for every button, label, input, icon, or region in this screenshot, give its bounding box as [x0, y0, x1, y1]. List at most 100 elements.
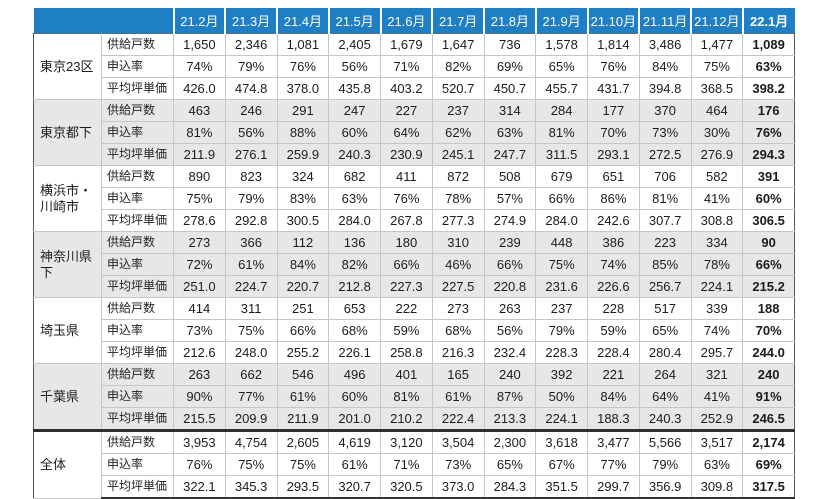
value-cell: 67% [535, 453, 588, 476]
value-cell: 222.4 [431, 407, 485, 431]
value-cell: 60% [328, 385, 381, 408]
column-header-21.9月: 21.9月 [534, 8, 588, 34]
value-cell: 63% [742, 55, 795, 78]
table-body: 東京23区 供給戸数 1,650 2,346 1,081 2,405 1,679 1,647 7… [33, 33, 795, 499]
metric-label: 申込率 [101, 453, 174, 476]
value-cell: 63% [690, 453, 744, 476]
value-cell: 294.3 [742, 143, 795, 166]
value-cell: 221 [587, 363, 640, 386]
value-cell: 215.2 [742, 275, 795, 298]
value-cell: 226.1 [328, 341, 381, 364]
metric-label: 平均坪単価 [101, 275, 174, 298]
value-cell: 3,618 [535, 429, 588, 454]
value-cell: 682 [328, 165, 381, 188]
value-cell: 5,566 [638, 429, 692, 454]
value-cell: 267.8 [380, 209, 433, 232]
value-cell: 276.9 [690, 143, 744, 166]
value-cell: 517 [638, 297, 692, 320]
value-cell: 188 [742, 297, 795, 320]
value-cell: 284 [535, 99, 588, 122]
value-cell: 653 [328, 297, 381, 320]
header-blank-cell [33, 8, 174, 34]
table-row: 平均坪単価 212.6 248.0 255.2 226.1 258.8 216.3 232.4… [34, 341, 795, 364]
value-cell: 210.2 [380, 407, 433, 431]
value-cell: 546 [276, 363, 330, 386]
value-cell: 85% [638, 253, 692, 276]
value-cell: 311.5 [535, 143, 588, 166]
value-cell: 2,405 [328, 33, 381, 56]
value-cell: 65% [483, 453, 537, 476]
value-cell: 1,679 [380, 33, 433, 56]
value-cell: 258.8 [380, 341, 433, 364]
value-cell: 463 [173, 99, 226, 122]
value-cell: 455.7 [535, 77, 588, 100]
metric-label: 供給戸数 [101, 33, 174, 56]
column-header-22.1月: 22.1月 [741, 8, 795, 34]
value-cell: 321 [690, 363, 744, 386]
value-cell: 244.0 [742, 341, 795, 364]
value-cell: 91% [742, 385, 795, 408]
value-cell: 293.1 [587, 143, 640, 166]
value-cell: 76% [587, 55, 640, 78]
value-cell: 30% [690, 121, 744, 144]
region-label: 埼玉県 [33, 297, 102, 364]
value-cell: 83% [276, 187, 330, 210]
value-cell: 251 [276, 297, 330, 320]
value-cell: 220.8 [483, 275, 537, 298]
value-cell: 247 [328, 99, 381, 122]
value-cell: 240.3 [328, 143, 381, 166]
value-cell: 76% [173, 453, 226, 476]
table-row: 横浜市・ 川崎市 供給戸数 890 823 324 682 411 872 508 679 651 7… [33, 165, 795, 232]
value-cell: 75% [535, 253, 588, 276]
value-cell: 165 [431, 363, 485, 386]
value-cell: 59% [380, 319, 433, 342]
value-cell: 75% [224, 453, 278, 476]
table-header: 21.2月 21.3月 21.4月 21.5月 21.6月 21.7月 21.8月 21.9月… [33, 8, 795, 34]
value-cell: 474.8 [224, 77, 278, 100]
value-cell: 180 [380, 231, 433, 254]
value-cell: 81% [380, 385, 433, 408]
column-header-21.8月: 21.8月 [483, 8, 536, 34]
table-row: 申込率 81% 56% 88% 60% 64% 62% 63% 81% 70% 73% 30% 76% [34, 121, 795, 144]
value-cell: 72% [173, 253, 226, 276]
value-cell: 84% [638, 55, 692, 78]
value-cell: 3,504 [431, 429, 485, 454]
value-cell: 247.7 [483, 143, 537, 166]
column-header-21.10月: 21.10月 [586, 8, 640, 34]
value-cell: 280.4 [638, 341, 692, 364]
value-cell: 411 [380, 165, 433, 188]
value-cell: 63% [328, 187, 381, 210]
table-row: 全体 供給戸数 3,953 4,754 2,605 4,619 3,120 3,504 2,30… [33, 429, 795, 499]
value-cell: 68% [431, 319, 485, 342]
value-cell: 215.5 [173, 407, 226, 431]
value-cell: 450.7 [483, 77, 537, 100]
value-cell: 66% [276, 319, 330, 342]
value-cell: 224.1 [690, 275, 744, 298]
value-cell: 77% [224, 385, 278, 408]
region-label: 全体 [33, 429, 102, 499]
value-cell: 73% [431, 453, 485, 476]
value-cell: 435.8 [328, 77, 381, 100]
value-cell: 56% [328, 55, 381, 78]
value-cell: 706 [638, 165, 692, 188]
region-label: 横浜市・ 川崎市 [33, 165, 102, 232]
value-cell: 239 [483, 231, 537, 254]
value-cell: 240 [483, 363, 537, 386]
value-cell: 520.7 [431, 77, 485, 100]
value-cell: 220.7 [276, 275, 330, 298]
value-cell: 212.8 [328, 275, 381, 298]
table-row: 平均坪単価 215.5 209.9 211.9 201.0 210.2 222.4 213.3… [34, 407, 795, 431]
table-row: 東京23区 供給戸数 1,650 2,346 1,081 2,405 1,679 1,647 7… [33, 33, 795, 100]
value-cell: 284.0 [535, 209, 588, 232]
value-cell: 890 [173, 165, 226, 188]
value-cell: 228.4 [587, 341, 640, 364]
value-cell: 2,174 [742, 429, 795, 454]
value-cell: 3,953 [173, 429, 226, 454]
table-row: 平均坪単価 426.0 474.8 378.0 435.8 403.2 520.7 450.7… [34, 77, 795, 100]
value-cell: 496 [328, 363, 381, 386]
value-cell: 50% [535, 385, 588, 408]
value-cell: 65% [638, 319, 692, 342]
value-cell: 378.0 [276, 77, 330, 100]
value-cell: 63% [483, 121, 537, 144]
value-cell: 245.1 [431, 143, 485, 166]
